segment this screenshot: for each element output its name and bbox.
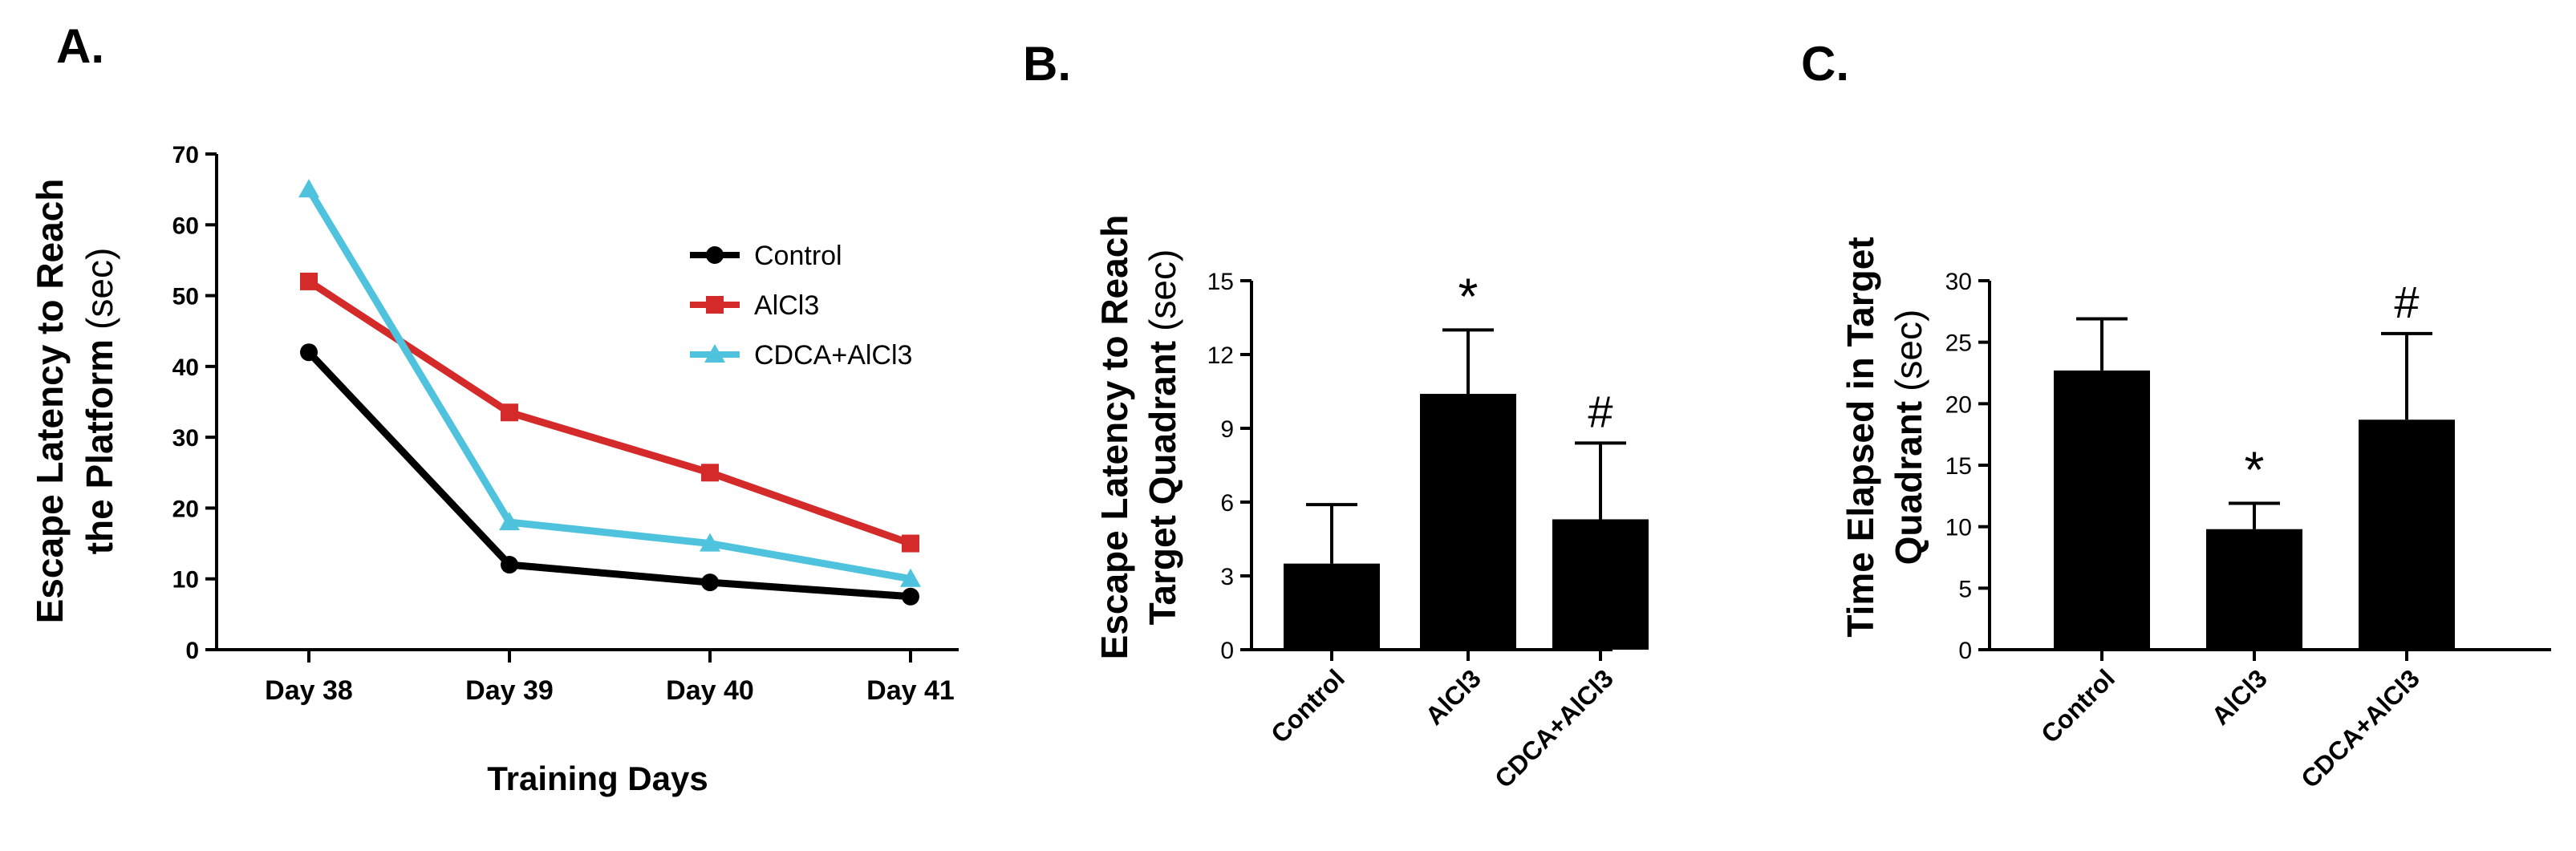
significance-hash: # bbox=[2394, 277, 2419, 327]
panel-b-y-axis-title-line2: Target Quadrant (sec) bbox=[1142, 249, 1183, 626]
bar-control bbox=[2054, 370, 2150, 650]
panel-a-x-tick-label: Day 38 bbox=[265, 675, 353, 706]
x-tick-label: AlCl3 bbox=[2206, 663, 2273, 730]
data-point bbox=[701, 464, 719, 482]
x-tick-label: CDCA+AlCl3 bbox=[2295, 663, 2425, 793]
bar-cdca-alcl3 bbox=[1552, 519, 1649, 650]
bar-control bbox=[1284, 563, 1380, 650]
panel-a-y-tick-label: 20 bbox=[172, 496, 199, 522]
panel-b-y-axis-unit: (sec) bbox=[1142, 249, 1183, 331]
y-tick-label: 12 bbox=[1207, 342, 1234, 369]
legend-marker bbox=[704, 344, 725, 363]
legend-label: CDCA+AlCl3 bbox=[754, 340, 912, 371]
y-tick-label: 30 bbox=[1945, 269, 1972, 295]
series-line-alcl3 bbox=[306, 278, 912, 547]
y-tick-label: 15 bbox=[1207, 269, 1234, 295]
y-tick-label: 25 bbox=[1945, 330, 1972, 357]
panel-a-label: A. bbox=[56, 19, 104, 73]
panel-c: C. 0 5 10 15 20 25 30 * # Control AlCl3 CDCA+AlCl… bbox=[1801, 37, 2551, 793]
panel-a-x-tick-label: Day 40 bbox=[666, 675, 754, 706]
panel-a-y-tick-label: 50 bbox=[172, 284, 199, 310]
panel-a: A. 0 10 20 30 40 50 60 70 Day 38 Day 39 Day 40 Day… bbox=[29, 19, 959, 797]
data-point bbox=[902, 587, 919, 606]
panel-a-y-tick-label: 60 bbox=[172, 213, 199, 239]
panel-a-x-tick-label: Day 39 bbox=[465, 675, 554, 706]
legend-marker bbox=[706, 296, 724, 314]
panel-c-y-axis-unit: (sec) bbox=[1888, 310, 1929, 391]
bar-cdca-alcl3 bbox=[2359, 419, 2455, 650]
y-tick-label: 3 bbox=[1220, 564, 1234, 590]
data-point bbox=[501, 556, 518, 574]
data-point bbox=[701, 573, 719, 592]
data-point bbox=[900, 568, 921, 587]
panel-b-label: B. bbox=[1023, 37, 1071, 91]
y-tick-label: 0 bbox=[1220, 638, 1234, 664]
x-tick-label: CDCA+AlCl3 bbox=[1489, 663, 1619, 793]
data-point bbox=[298, 179, 319, 198]
x-tick-label: AlCl3 bbox=[1420, 663, 1487, 730]
y-tick-label: 10 bbox=[1945, 515, 1972, 541]
significance-asterisk: * bbox=[1458, 267, 1479, 325]
data-point bbox=[902, 534, 919, 553]
panel-a-y-tick-label: 70 bbox=[172, 142, 199, 168]
panel-c-y-axis-title-line1: Time Elapsed in Target bbox=[1840, 237, 1881, 637]
panel-c-y-axis-title-line2-bold: Quadrant bbox=[1888, 401, 1929, 565]
panel-a-y-tick-label: 0 bbox=[185, 638, 199, 664]
data-point bbox=[501, 403, 518, 422]
y-tick-label: 0 bbox=[1958, 638, 1972, 664]
y-tick-label: 9 bbox=[1220, 416, 1234, 443]
panel-a-x-axis-title: Training Days bbox=[487, 760, 708, 797]
panel-a-y-axis-title-line2: the Platform (sec) bbox=[79, 248, 120, 555]
bar-alcl3 bbox=[1420, 394, 1516, 650]
y-tick-label: 20 bbox=[1945, 391, 1972, 418]
significance-hash: # bbox=[1588, 386, 1613, 436]
series-line-cdca-alcl3 bbox=[306, 187, 911, 583]
panel-a-y-tick-label: 30 bbox=[172, 425, 199, 452]
x-tick-label: Control bbox=[2035, 663, 2120, 748]
significance-asterisk: * bbox=[2245, 441, 2265, 499]
panel-a-y-tick-label: 10 bbox=[172, 567, 199, 594]
bar-alcl3 bbox=[2206, 529, 2302, 650]
legend-marker bbox=[706, 246, 724, 264]
panel-a-legend: Control AlCl3 CDCA+AlCl3 bbox=[690, 241, 912, 371]
panel-a-y-axis-title-line2-bold: the Platform bbox=[79, 339, 120, 554]
panel-c-label: C. bbox=[1801, 37, 1849, 91]
panel-a-y-axis-title-line1: Escape Latency to Reach bbox=[29, 179, 71, 624]
y-tick-label: 6 bbox=[1220, 490, 1234, 517]
legend-label: AlCl3 bbox=[754, 290, 819, 321]
panel-a-y-tick-label: 40 bbox=[172, 355, 199, 381]
data-point bbox=[300, 272, 318, 290]
panel-b: B. 0 3 6 9 12 15 * # Control AlCl3 CDCA+AlCl3 Es… bbox=[1023, 37, 1649, 793]
panel-a-y-axis-unit: (sec) bbox=[79, 248, 120, 330]
y-tick-label: 15 bbox=[1945, 453, 1972, 480]
y-tick-label: 5 bbox=[1958, 576, 1972, 602]
legend-label: Control bbox=[754, 241, 842, 271]
panel-a-x-tick-label: Day 41 bbox=[866, 675, 955, 706]
data-point bbox=[499, 512, 520, 531]
series-line-control bbox=[306, 350, 911, 601]
panel-c-y-axis-title-line2: Quadrant (sec) bbox=[1888, 310, 1929, 565]
panel-b-y-axis-title-line2-bold: Target Quadrant bbox=[1142, 341, 1183, 625]
data-point bbox=[700, 533, 720, 552]
x-tick-label: Control bbox=[1265, 663, 1350, 748]
panel-b-y-axis-title-line1: Escape Latency to Reach bbox=[1093, 215, 1135, 660]
data-point bbox=[300, 343, 318, 362]
